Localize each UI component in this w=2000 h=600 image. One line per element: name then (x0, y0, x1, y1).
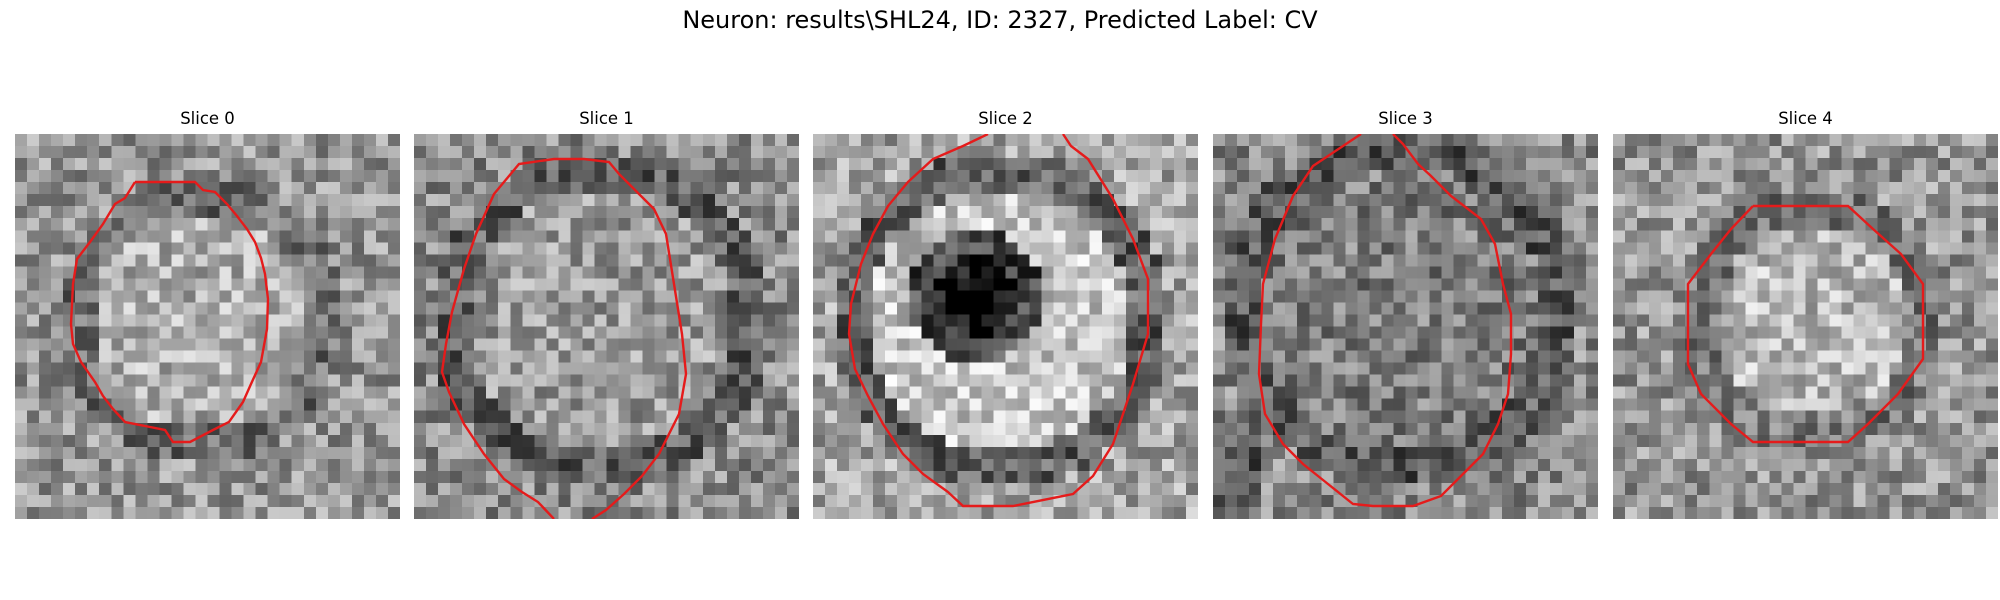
slice-image-4 (1613, 134, 1998, 519)
slice-panel-4: Slice 4 (1613, 108, 1998, 519)
slice-panel-2: Slice 2 (813, 108, 1198, 519)
slice-image-0 (15, 134, 400, 519)
slice-title-4: Slice 4 (1778, 109, 1833, 128)
slice-image-1 (414, 134, 799, 519)
slice-panel-3: Slice 3 (1213, 108, 1598, 519)
roi-outline-2 (847, 134, 1150, 508)
roi-outline-4 (1686, 204, 1925, 444)
slice-image-2 (813, 134, 1198, 519)
roi-outline-3 (1257, 134, 1513, 508)
slice-title-0: Slice 0 (180, 109, 235, 128)
slice-image-3 (1213, 134, 1598, 519)
slice-panel-0: Slice 0 (15, 108, 400, 519)
slice-panel-1: Slice 1 (414, 108, 799, 519)
slice-title-3: Slice 3 (1378, 109, 1433, 128)
figure-title: Neuron: results\SHL24, ID: 2327, Predict… (682, 6, 1318, 34)
slice-title-2: Slice 2 (978, 109, 1033, 128)
slice-title-1: Slice 1 (579, 109, 634, 128)
roi-outline-1 (440, 157, 688, 519)
roi-outline-0 (69, 180, 270, 444)
